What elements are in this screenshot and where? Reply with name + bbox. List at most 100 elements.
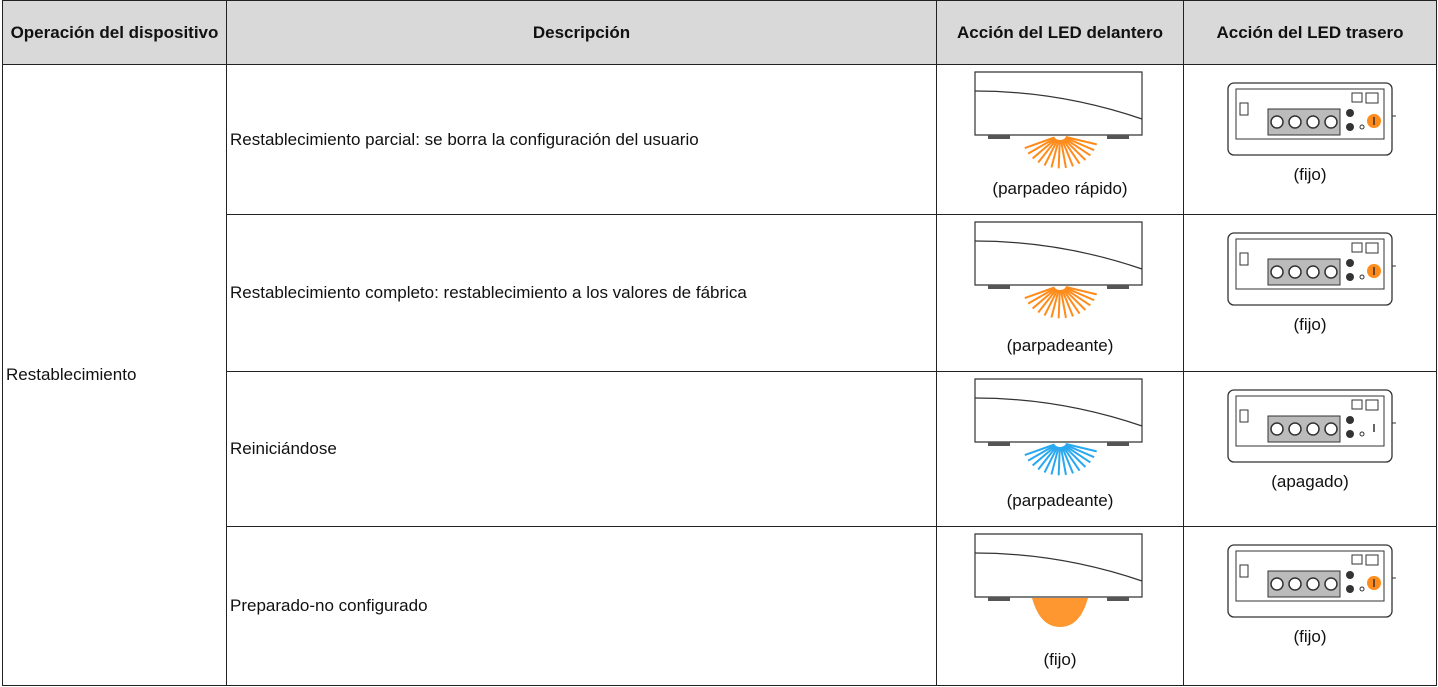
front-led-caption: (parpadeo rápido) [992,179,1128,198]
illustration-part [1306,422,1320,436]
illustration-part [1107,442,1129,446]
illustration-part [1063,138,1087,161]
table-row: Reiniciándose (parpadeante) (apagado) [3,371,1437,527]
illustration-part [1061,446,1074,474]
illustration-part [974,533,1143,598]
illustration-part [1346,416,1354,424]
illustration-part [1059,139,1067,169]
illustration-part [1057,289,1061,319]
illustration-part [1024,443,1055,457]
illustration-part [1346,259,1354,267]
rear-led-caption: (fijo) [1293,165,1327,184]
header-cell: Operación del dispositivo [2,0,227,65]
illustration-part [1037,138,1058,164]
illustration-part [1346,109,1354,117]
illustration-part [1062,288,1081,315]
illustration-part [1059,446,1067,476]
illustration-part [974,240,1143,270]
illustration-part [1037,288,1058,314]
illustration-part [1062,445,1081,472]
rear-led-cell: (apagado) [1183,371,1437,527]
illustration-part [1027,137,1056,155]
illustration-part [974,90,1143,120]
illustration-part [1359,431,1365,437]
illustration-part [1065,443,1097,453]
illustration-part [1351,92,1363,103]
illustration-part [1032,598,1088,627]
header-cell: Descripción [226,0,937,65]
illustration-part [1365,242,1379,254]
front-led-cell: (parpadeo rápido) [936,64,1184,215]
illustration-part [1107,285,1129,289]
illustration-part [1346,430,1354,438]
illustration-part [1270,422,1284,436]
illustration-part [1359,124,1365,130]
header-cell: Acción del LED trasero [1183,0,1437,65]
illustration-part [1024,136,1055,150]
illustration-part [1270,577,1284,591]
illustration-part [974,71,1143,136]
header-cell: Acción del LED delantero [936,0,1184,65]
illustration-part [1359,274,1365,280]
illustration-part [1063,288,1087,311]
illustration-part [974,552,1143,582]
illustration-part [1037,445,1058,471]
illustration-part [1064,136,1095,152]
illustration-part [1239,102,1249,116]
illustration-part [1027,287,1056,305]
rear-led-cell: (fijo) [1183,526,1437,686]
description-cell: Restablecimiento completo: restablecimie… [226,214,937,372]
table-body: Restablecimiento Restablecimiento parcial… [2,64,1437,686]
illustration-part [1064,286,1095,302]
illustration-part [1059,289,1067,319]
illustration-part [1288,577,1302,591]
illustration-part [974,378,1143,443]
illustration-part [1270,115,1284,129]
illustration-part [988,285,1010,289]
illustration-part [988,597,1010,601]
illustration-part [1324,115,1338,129]
illustration-part [1288,115,1302,129]
illustration-part [1061,289,1074,317]
illustration-part [1057,139,1061,169]
front-device [974,533,1143,627]
illustration-part [1027,444,1056,462]
illustration-part [1107,135,1129,139]
front-led-cell: (parpadeante) [936,214,1184,372]
illustration-part [1306,577,1320,591]
rear-led-caption: (fijo) [1293,627,1327,646]
table-row: Restablecimiento Restablecimiento parcial… [2,64,1437,686]
rear-device [1227,82,1396,156]
illustration-part [1359,586,1365,592]
illustration-part [1288,422,1302,436]
operation-cell: Restablecimiento [2,64,227,686]
illustration-part [1062,138,1081,165]
illustration-part [974,397,1143,427]
illustration-part [1063,445,1087,468]
front-led-caption: (fijo) [1043,650,1077,669]
illustration-part [1239,564,1249,578]
illustration-part [1043,446,1059,473]
rear-device [1227,232,1396,306]
header-row: Operación del dispositivo Descripción Ac… [2,0,1437,65]
illustration-part [1351,399,1363,410]
front-device [974,71,1143,169]
illustration-part [1365,92,1379,104]
illustration-part [1050,446,1060,475]
illustration-part [1306,115,1320,129]
illustration-part [1065,286,1097,296]
illustration-part [1032,138,1057,160]
illustration-part [1306,265,1320,279]
illustration-part [1057,446,1061,476]
illustration-part [988,135,1010,139]
description-cell: Reiniciándose [226,371,937,527]
table-row: Restablecimiento completo: restablecimie… [3,214,1437,372]
illustration-part [1107,597,1129,601]
rear-device [1227,389,1396,463]
illustration-part [1043,139,1059,166]
illustration-part [1346,585,1354,593]
illustration-part [988,442,1010,446]
table-row: Preparado-no configurado (fijo) (fijo) [3,526,1437,686]
illustration-part [1032,288,1057,310]
illustration-part [1288,265,1302,279]
